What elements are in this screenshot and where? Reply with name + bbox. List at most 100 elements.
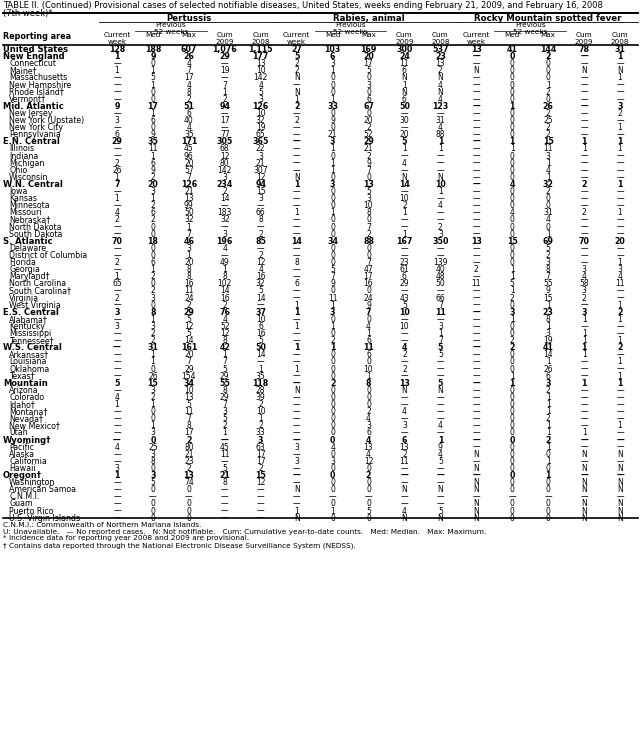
Text: 0: 0 (151, 514, 155, 523)
Text: 12: 12 (256, 258, 265, 267)
Text: 10: 10 (184, 386, 194, 395)
Text: 188: 188 (145, 45, 161, 54)
Text: —: — (293, 123, 301, 132)
Text: 3: 3 (115, 116, 119, 125)
Text: N: N (617, 478, 623, 487)
Text: 1: 1 (510, 265, 515, 274)
Text: —: — (401, 499, 408, 508)
Text: 35: 35 (147, 137, 158, 147)
Text: N: N (294, 87, 299, 97)
Text: N: N (474, 486, 479, 494)
Text: 0: 0 (545, 486, 551, 494)
Text: 1,076: 1,076 (212, 45, 237, 54)
Text: 2: 2 (545, 52, 551, 61)
Text: 2: 2 (115, 258, 119, 267)
Text: —: — (401, 429, 408, 437)
Text: —: — (221, 123, 229, 132)
Text: Illinois: Illinois (9, 144, 34, 153)
Text: 5: 5 (366, 66, 371, 75)
Text: 2: 2 (402, 450, 407, 459)
Text: 0: 0 (366, 486, 371, 494)
Text: 0: 0 (187, 507, 191, 515)
Text: N: N (401, 74, 407, 82)
Text: 39: 39 (256, 393, 265, 402)
Text: 4: 4 (187, 59, 191, 69)
Text: 17: 17 (184, 74, 194, 82)
Text: N: N (438, 386, 443, 395)
Text: S. Atlantic: S. Atlantic (3, 237, 53, 246)
Text: 13: 13 (435, 59, 445, 69)
Text: 29: 29 (363, 137, 374, 147)
Text: Connecticut: Connecticut (9, 59, 56, 69)
Text: 20: 20 (363, 116, 373, 125)
Text: —: — (293, 159, 301, 168)
Text: 23: 23 (543, 308, 554, 316)
Text: 0: 0 (151, 279, 155, 288)
Text: —: — (113, 243, 121, 253)
Text: 2: 2 (510, 343, 515, 352)
Text: —: — (401, 492, 408, 502)
Text: 45: 45 (220, 443, 229, 451)
Text: 8: 8 (187, 265, 191, 274)
Text: —: — (472, 74, 480, 82)
Text: N: N (617, 507, 623, 515)
Text: 167: 167 (396, 237, 413, 246)
Text: 1: 1 (438, 144, 443, 153)
Text: 9: 9 (330, 116, 335, 125)
Text: 0: 0 (330, 514, 335, 523)
Text: —: — (580, 243, 588, 253)
Text: —: — (616, 59, 624, 69)
Text: 2: 2 (545, 386, 551, 395)
Text: —: — (257, 486, 265, 494)
Text: 4: 4 (510, 180, 515, 189)
Text: 4: 4 (438, 95, 443, 104)
Text: 23: 23 (435, 52, 445, 61)
Text: 12: 12 (220, 329, 229, 338)
Text: 0: 0 (330, 357, 335, 367)
Text: 2: 2 (151, 286, 155, 295)
Text: —: — (472, 443, 480, 451)
Text: 13: 13 (399, 443, 409, 451)
Text: 5: 5 (222, 414, 227, 424)
Text: 0: 0 (330, 258, 335, 267)
Text: N: N (581, 66, 587, 75)
Text: —: — (472, 386, 480, 395)
Text: —: — (580, 443, 588, 451)
Text: —: — (293, 492, 301, 502)
Text: —: — (221, 492, 229, 502)
Text: 66: 66 (435, 294, 445, 303)
Text: 63: 63 (256, 443, 265, 451)
Text: 10: 10 (399, 194, 409, 203)
Text: —: — (580, 400, 588, 409)
Text: 0: 0 (510, 364, 515, 373)
Text: 1: 1 (222, 351, 227, 359)
Text: 6: 6 (366, 429, 371, 437)
Text: N: N (617, 66, 623, 75)
Text: N: N (401, 173, 407, 182)
Text: 32: 32 (256, 279, 265, 288)
Text: 177: 177 (253, 52, 269, 61)
Text: 3: 3 (330, 180, 335, 189)
Text: 0: 0 (330, 393, 335, 402)
Text: 2: 2 (187, 95, 191, 104)
Text: —: — (293, 329, 301, 338)
Text: 2: 2 (545, 251, 551, 260)
Text: Kansas: Kansas (9, 194, 37, 203)
Text: 123: 123 (432, 102, 449, 111)
Text: 1: 1 (618, 336, 622, 345)
Text: 0: 0 (510, 52, 515, 61)
Text: 1: 1 (151, 80, 155, 90)
Text: 0: 0 (366, 464, 371, 473)
Text: Iowa: Iowa (9, 187, 28, 196)
Text: 0: 0 (510, 201, 515, 210)
Text: 1: 1 (581, 137, 587, 147)
Text: 7: 7 (187, 173, 191, 182)
Text: 0: 0 (510, 464, 515, 473)
Text: New Jersey: New Jersey (9, 109, 53, 118)
Text: —: — (580, 201, 588, 210)
Text: 0: 0 (545, 66, 551, 75)
Text: 10: 10 (399, 322, 409, 331)
Text: 0: 0 (366, 286, 371, 295)
Text: 1: 1 (258, 414, 263, 424)
Text: 0: 0 (510, 230, 515, 238)
